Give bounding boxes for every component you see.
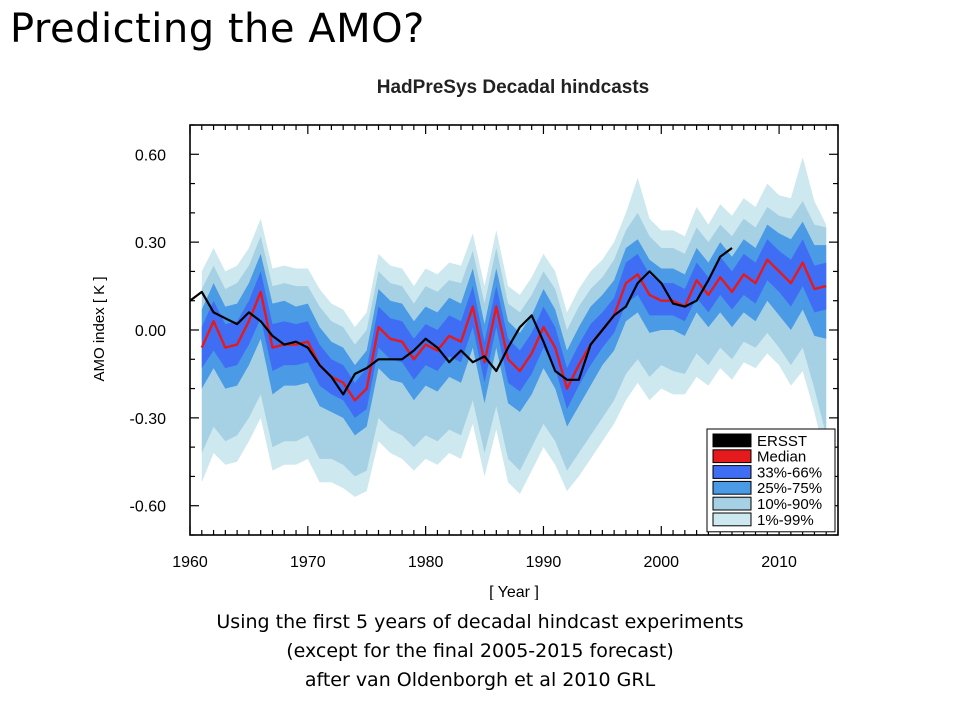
chart-title: HadPreSys Decadal hindcasts (377, 77, 649, 98)
x-tick-label: 1970 (290, 554, 326, 571)
legend-swatch (712, 465, 752, 479)
x-tick-label: 2000 (643, 554, 679, 571)
caption-line-3: after van Oldenborgh et al 2010 GRL (304, 669, 656, 691)
legend-label: 25%-75% (757, 480, 822, 497)
legend-swatch (712, 433, 752, 448)
slide-caption: Using the first 5 years of decadal hindc… (0, 608, 960, 695)
y-tick-label: 0.00 (135, 323, 166, 340)
x-tick-label: 1990 (526, 554, 562, 571)
legend-label: ERSST (757, 433, 807, 450)
amo-chart: HadPreSys Decadal hindcasts 1960 1970 1980… (91, 77, 839, 600)
y-tick-label: 0.60 (135, 147, 166, 164)
caption-line-2: (except for the final 2005-2015 forecast… (286, 640, 674, 662)
legend-label: 10%-90% (757, 496, 822, 513)
y-tick-label: -0.60 (130, 499, 167, 516)
legend-label: Median (757, 449, 806, 466)
band-33-to-66 (201, 239, 827, 418)
y-tick-label: -0.30 (130, 411, 167, 428)
caption-line-1: Using the first 5 years of decadal hindc… (216, 611, 744, 633)
legend-swatch (712, 496, 752, 511)
slide-title: Predicting the AMO? (10, 6, 425, 52)
legend-swatch (712, 449, 752, 464)
y-axis-label: AMO index [ K ] (91, 276, 108, 381)
x-tick-label: 1980 (408, 554, 444, 571)
legend-label: 1%-99% (757, 512, 814, 529)
ersst-line (189, 247, 733, 396)
median-line (200, 258, 827, 402)
legend-swatch (712, 512, 752, 527)
legend-swatch (712, 480, 752, 495)
x-tick-label: 2010 (761, 554, 797, 571)
x-tick-label: 1960 (172, 554, 208, 571)
legend-label: 33%-66% (757, 464, 822, 481)
series-lines (189, 247, 827, 402)
x-axis-label: [ Year ] (489, 584, 539, 600)
y-tick-label: 0.30 (135, 235, 166, 252)
axis-ticks: 1960 1970 1980 1990 2000 2010 -0.60 -0.30 0.00 0.… (130, 124, 839, 571)
